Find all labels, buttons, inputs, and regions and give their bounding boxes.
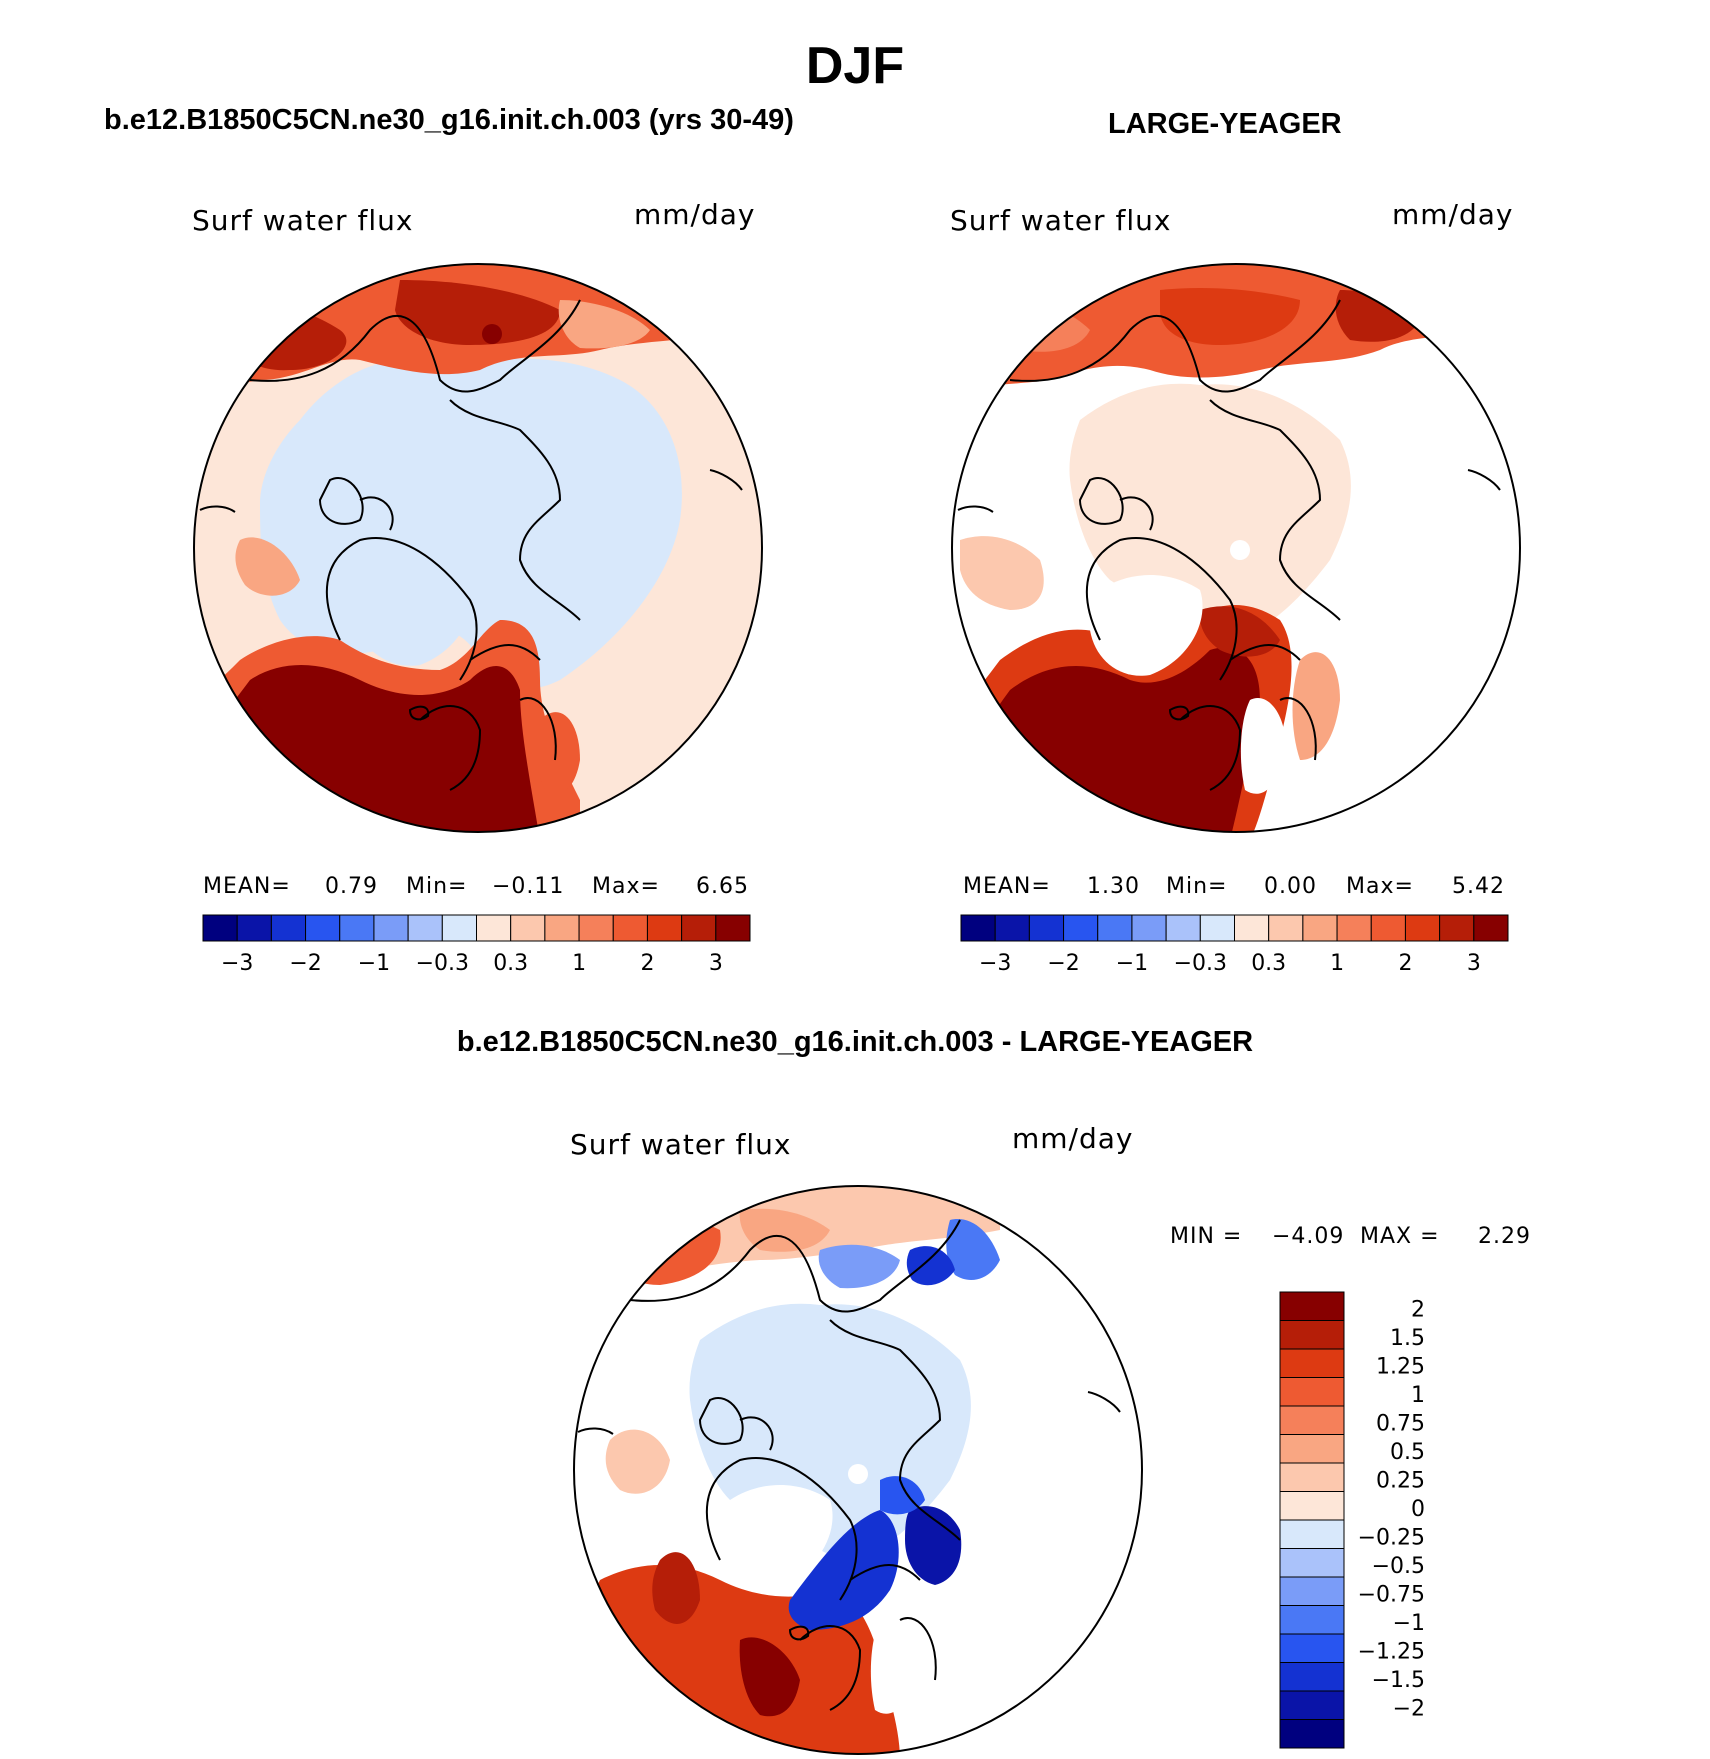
right-max-value: 5.42	[1452, 874, 1505, 899]
right-mean-value: 1.30	[1087, 874, 1140, 899]
right-min-value: 0.00	[1264, 874, 1317, 899]
right-max-label: Max=	[1346, 874, 1414, 899]
right-variable-label: Surf water flux	[950, 204, 1172, 237]
left-map-field	[194, 264, 762, 832]
right-min-label: Min=	[1166, 874, 1228, 899]
diff-max-label: MAX =	[1360, 1224, 1440, 1249]
right-units-label: mm/day	[1392, 198, 1514, 231]
diff-max-value: 2.29	[1478, 1224, 1531, 1249]
left-min-value: −0.11	[492, 874, 565, 899]
right-mean-label: MEAN=	[963, 874, 1051, 899]
main-title: DJF	[805, 37, 905, 95]
diff-min-label: MIN =	[1170, 1224, 1243, 1249]
left-min-label: Min=	[406, 874, 468, 899]
left-variable-label: Surf water flux	[192, 204, 414, 237]
right-map-field	[952, 264, 1520, 832]
right-panel-case-title: LARGE-YEAGER	[1108, 108, 1342, 140]
diff-units-label: mm/day	[1012, 1122, 1134, 1155]
left-max-value: 6.65	[696, 874, 749, 899]
diff-map-field	[574, 1186, 1142, 1754]
diff-min-value: −4.09	[1272, 1224, 1345, 1249]
left-panel-case-title: b.e12.B1850C5CN.ne30_g16.init.ch.003 (yr…	[104, 104, 794, 136]
left-mean-label: MEAN=	[203, 874, 291, 899]
left-max-label: Max=	[592, 874, 660, 899]
diff-variable-label: Surf water flux	[570, 1128, 792, 1161]
left-units-label: mm/day	[634, 198, 756, 231]
diff-panel-case-title: b.e12.B1850C5CN.ne30_g16.init.ch.003 - L…	[456, 1026, 1254, 1058]
left-mean-value: 0.79	[325, 874, 378, 899]
